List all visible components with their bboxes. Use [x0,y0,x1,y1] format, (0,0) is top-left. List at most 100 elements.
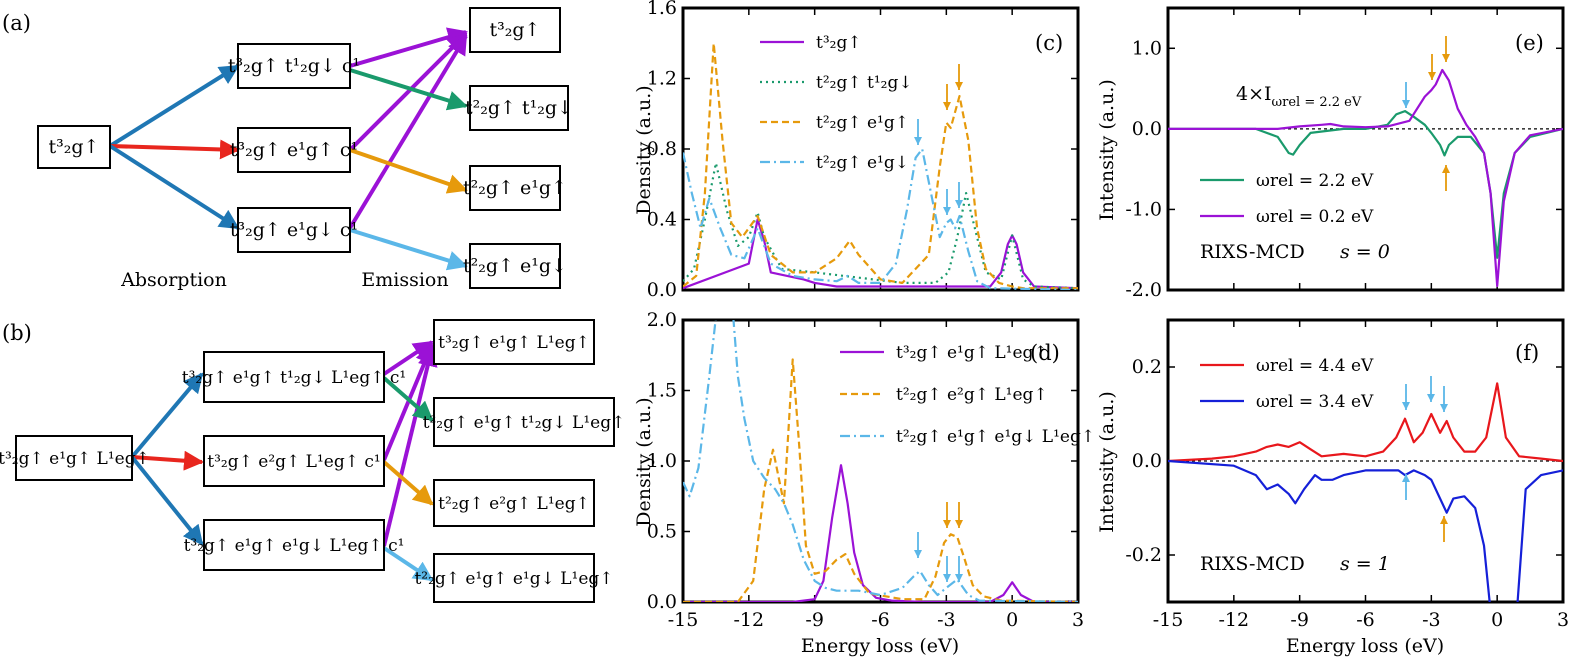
series-line-d-2 [683,320,1078,602]
series-group-e [1168,68,1563,288]
xtick-label-f-5: 0 [1491,609,1503,631]
series-line-d-1 [683,358,1078,602]
ytick-label-c-0: 0.0 [647,279,677,301]
legend-label-e-0: ωrel = 2.2 eV [1256,171,1374,191]
legend-label-f-1: ωrel = 3.4 eV [1256,392,1374,412]
peak-arrow-d-1-head [943,520,951,528]
peak-arrow-f-5-head [1440,516,1448,524]
arrow-emission-5 [349,148,468,194]
state-b-intermediate-1: t³₂g↑ e¹g↑ t¹₂g↓ L¹eg↑ c¹ [182,368,406,388]
ytick-label-e-0: -2.0 [1125,279,1162,301]
state-a-final-3: t²₂g↑ e¹g↑ [463,177,567,199]
state-a-intermediate-3: t³₂g↑ e¹g↓ c¹ [230,219,358,241]
ytick-label-d-0: 0.0 [647,591,677,613]
state-a-final-4: t²₂g↑ e¹g↓ [463,255,567,277]
xtick-label-f-6: 3 [1557,609,1569,631]
series-line-e-1 [1168,68,1563,288]
state-a-intermediate-2: t³₂g↑ e¹g↑ c¹ [230,139,358,161]
series-line-c-0 [683,218,1078,290]
peak-arrow-c-3-head [914,137,922,145]
xtick-label-d-0: -15 [668,609,699,631]
diagram-a: (a) t³₂g↑ t³₂g↑ t¹₂g↓ c¹ t³₂g↑ e¹g↑ c¹ t… [2,7,573,291]
state-b-final-4: t²₂g↑ e¹g↑ e¹g↓ L¹eg↑ [414,569,613,589]
peak-arrow-e-1-head [1402,100,1410,108]
xtick-label-d-1: -12 [734,609,765,631]
peak-arrow-d-2-head [955,520,963,528]
panel-label-a: (a) [2,11,31,35]
xtick-label-d-2: -9 [805,609,824,631]
state-b-intermediate-2: t³₂g↑ e²g↑ L¹eg↑ c¹ [207,452,380,472]
state-b-final-3: t²₂g↑ e²g↑ L¹eg↑ [438,494,590,514]
ytick-label-e-1: -1.0 [1125,198,1162,220]
legend-label-c-2: t²₂g↑ e¹g↑ [816,113,909,133]
chart-panel-d: (d) Density (a.u.) Energy loss (eV) [633,318,1080,657]
legend-label-c-0: t³₂g↑ [816,33,862,53]
series-line-d-0 [683,464,1078,602]
arrow-emission-2 [348,32,468,152]
arrow-b-emission-3 [382,346,438,547]
series-line-f-1 [1168,459,1563,602]
ylabel-f: Intensity (a.u.) [1096,391,1118,533]
absorption-label: Absorption [120,269,227,291]
ytick-label-e-3: 1.0 [1132,37,1162,59]
arrow-b-absorption-2 [131,450,204,471]
chart-panel-e: (e) Intensity (a.u.) 4×Iωrel = 2.2 eV RI… [1096,6,1565,292]
diagram-b: (b) t³₂g↑ e¹g↑ L¹eg↑ t³₂g↑ e¹g↑ t¹₂g↓ L¹… [0,319,626,603]
peak-arrow-d-5-head [955,574,963,582]
panel-label-d: (d) [1030,341,1060,365]
arrow-b-absorption-3 [130,455,204,546]
state-a-initial: t³₂g↑ [49,136,100,158]
peak-arrow-e-2-head [1428,72,1436,80]
state-a-final-2: t²₂g↑ t¹₂g↓ [465,97,573,119]
rixs-label-f: RIXS-MCD [1200,553,1305,575]
rixs-label-e: RIXS-MCD [1200,241,1305,263]
arrow-emission-6 [349,228,468,271]
annotation-e-main: 4×I [1236,83,1272,105]
xtick-label-f-0: -15 [1153,609,1184,631]
series-line-f-0 [1168,382,1563,463]
peak-arrow-d-3-head [914,550,922,558]
xtick-label-f-1: -12 [1219,609,1250,631]
legend-label-c-3: t²₂g↑ e¹g↓ [816,153,909,173]
legend-label-d-1: t²₂g↑ e²g↑ L¹eg↑ [896,385,1048,405]
xtick-label-f-2: -9 [1290,609,1309,631]
ytick-label-c-3: 1.2 [647,68,677,90]
state-b-intermediate-3: t³₂g↑ e¹g↑ e¹g↓ L¹eg↑ c¹ [184,536,405,556]
arrow-absorption-3 [108,144,240,230]
panel-label-e: (e) [1515,31,1544,55]
peak-arrow-d-4-head [943,574,951,582]
xtick-label-d-6: 3 [1072,609,1084,631]
series-line-c-2 [683,42,1078,290]
ytick-label-d-4: 2.0 [647,309,677,331]
ytick-label-f-0: -0.2 [1125,544,1162,566]
ytick-label-f-1: 0.0 [1132,450,1162,472]
s-label-f: s = 1 [1340,553,1390,575]
series-group-c [683,42,1078,290]
ytick-label-e-2: 0.0 [1132,118,1162,140]
peak-arrow-f-3-head [1440,404,1448,412]
s-label-e: s = 0 [1340,241,1390,263]
ytick-label-c-2: 0.8 [647,138,677,160]
plot-frame-c [681,6,1080,292]
legend-label-c-1: t²₂g↑ t¹₂g↓ [816,73,913,93]
xlabel-f: Energy loss (eV) [1286,635,1444,657]
state-b-final-2: t²₂g↑ e¹g↑ t¹₂g↓ L¹eg↑ [423,413,626,433]
ytick-label-d-1: 0.5 [647,521,677,543]
arrow-absorption-2 [109,139,240,160]
xtick-label-d-4: -3 [937,609,956,631]
panel-label-b: (b) [2,321,32,345]
series-group-d [683,320,1078,602]
legend-label-e-1: ωrel = 0.2 eV [1256,207,1374,227]
peak-arrow-e-3-head [1442,54,1450,62]
legend-label-d-0: t³₂g↑ e¹g↑ L¹eg↑ [896,343,1048,363]
arrow-b-absorption-1 [130,372,204,459]
series-group-f [1168,382,1563,602]
series-line-c-1 [683,162,1078,290]
chart-marks: 0.0 0.4 0.8 1.2 1.6 t³₂g↑ t²₂g↑ t¹₂g↓ t²₂g↑ e¹g… [647,0,1569,631]
ylabel-c: Density (a.u.) [633,85,655,214]
peak-arrow-c-2-head [955,82,963,90]
state-a-final-1: t³₂g↑ [490,19,541,41]
arrow-emission-4 [349,68,468,111]
legend-label-f-0: ωrel = 4.4 eV [1256,356,1374,376]
